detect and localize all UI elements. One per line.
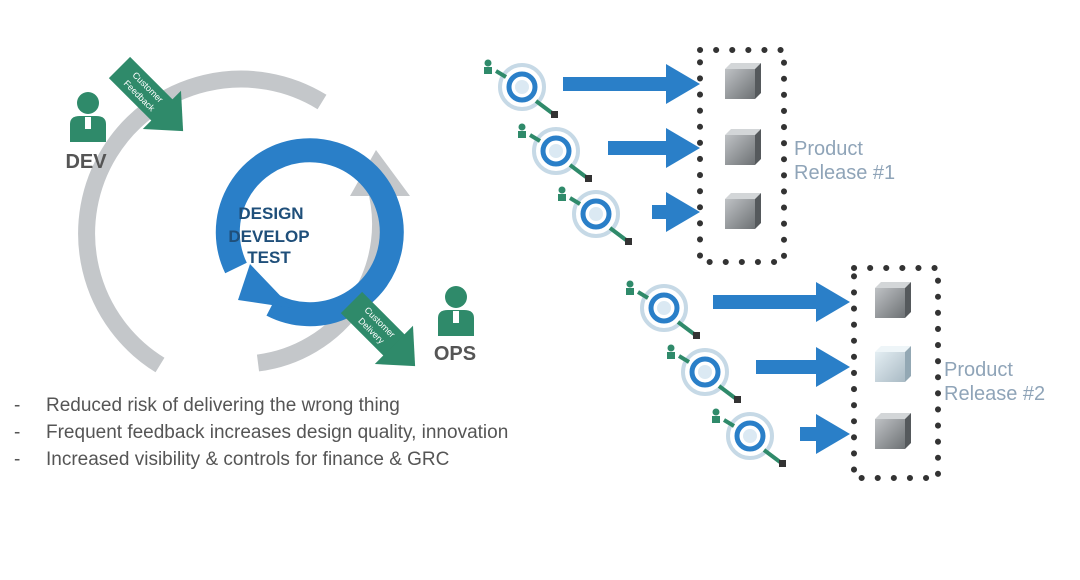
- benefit-text: Frequent feedback increases design quali…: [46, 422, 509, 443]
- cube-icon: [875, 346, 911, 382]
- customer-feedback-arrow: Customer Feedback: [108, 56, 184, 132]
- cube-group: [725, 63, 911, 449]
- benefit-item: - Reduced risk of delivering the wrong th…: [14, 392, 508, 419]
- benefit-item: - Increased visibility & controls for fin…: [14, 446, 508, 473]
- mini-cycle-group: [484, 59, 786, 467]
- release-arrow-group: [563, 64, 850, 454]
- release-2-dotted-box-icon: [851, 265, 941, 481]
- cube-icon: [875, 413, 911, 449]
- mini-person-icon: [484, 59, 492, 67]
- mini-person-icon: [558, 186, 566, 194]
- bullet-dash: -: [14, 449, 21, 470]
- cube-icon: [875, 282, 911, 318]
- bullet-dash: -: [14, 395, 21, 416]
- inner-cycle-line-2: DEVELOP: [228, 227, 309, 246]
- ops-label: OPS: [434, 343, 476, 365]
- mini-cycle-icon: [712, 408, 786, 467]
- inner-cycle-icon: [215, 138, 404, 327]
- benefit-item: - Frequent feedback increases design qual…: [14, 419, 508, 446]
- release-arrow-icon: [800, 414, 850, 454]
- ops-person-icon: [438, 286, 474, 336]
- release-1-label-line-2: Release #1: [794, 162, 895, 184]
- mini-cycle-icon: [558, 186, 632, 245]
- mini-person-icon: [626, 280, 634, 288]
- mini-cycle-icon: [626, 280, 700, 339]
- mini-cycle-icon: [518, 123, 592, 182]
- mini-person-icon: [518, 123, 526, 131]
- inner-cycle-line-1: DESIGN: [238, 204, 303, 223]
- release-2-label-line-1: Product: [944, 359, 1013, 381]
- inner-cycle-line-3: TEST: [247, 248, 291, 267]
- cube-icon: [725, 129, 761, 165]
- cube-icon: [725, 193, 761, 229]
- benefit-text: Increased visibility & controls for fina…: [46, 449, 450, 470]
- dev-label: DEV: [65, 151, 107, 173]
- mini-person-icon: [667, 344, 675, 352]
- release-2-label-line-2: Release #2: [944, 383, 1045, 405]
- dev-person-icon: [70, 92, 106, 142]
- benefit-text: Reduced risk of delivering the wrong thi…: [46, 395, 400, 416]
- release-arrow-icon: [713, 282, 850, 322]
- mini-cycle-icon: [484, 59, 558, 118]
- release-1-dotted-box-icon: [697, 47, 787, 265]
- release-arrow-icon: [652, 192, 700, 232]
- release-1-label-line-1: Product: [794, 138, 863, 160]
- mini-cycle-icon: [667, 344, 741, 403]
- cube-icon: [725, 63, 761, 99]
- bullet-dash: -: [14, 422, 21, 443]
- benefits-list: - Reduced risk of delivering the wrong th…: [14, 392, 508, 473]
- release-arrow-icon: [756, 347, 850, 387]
- mini-person-icon: [712, 408, 720, 416]
- release-arrow-icon: [563, 64, 700, 104]
- release-arrow-icon: [608, 128, 700, 168]
